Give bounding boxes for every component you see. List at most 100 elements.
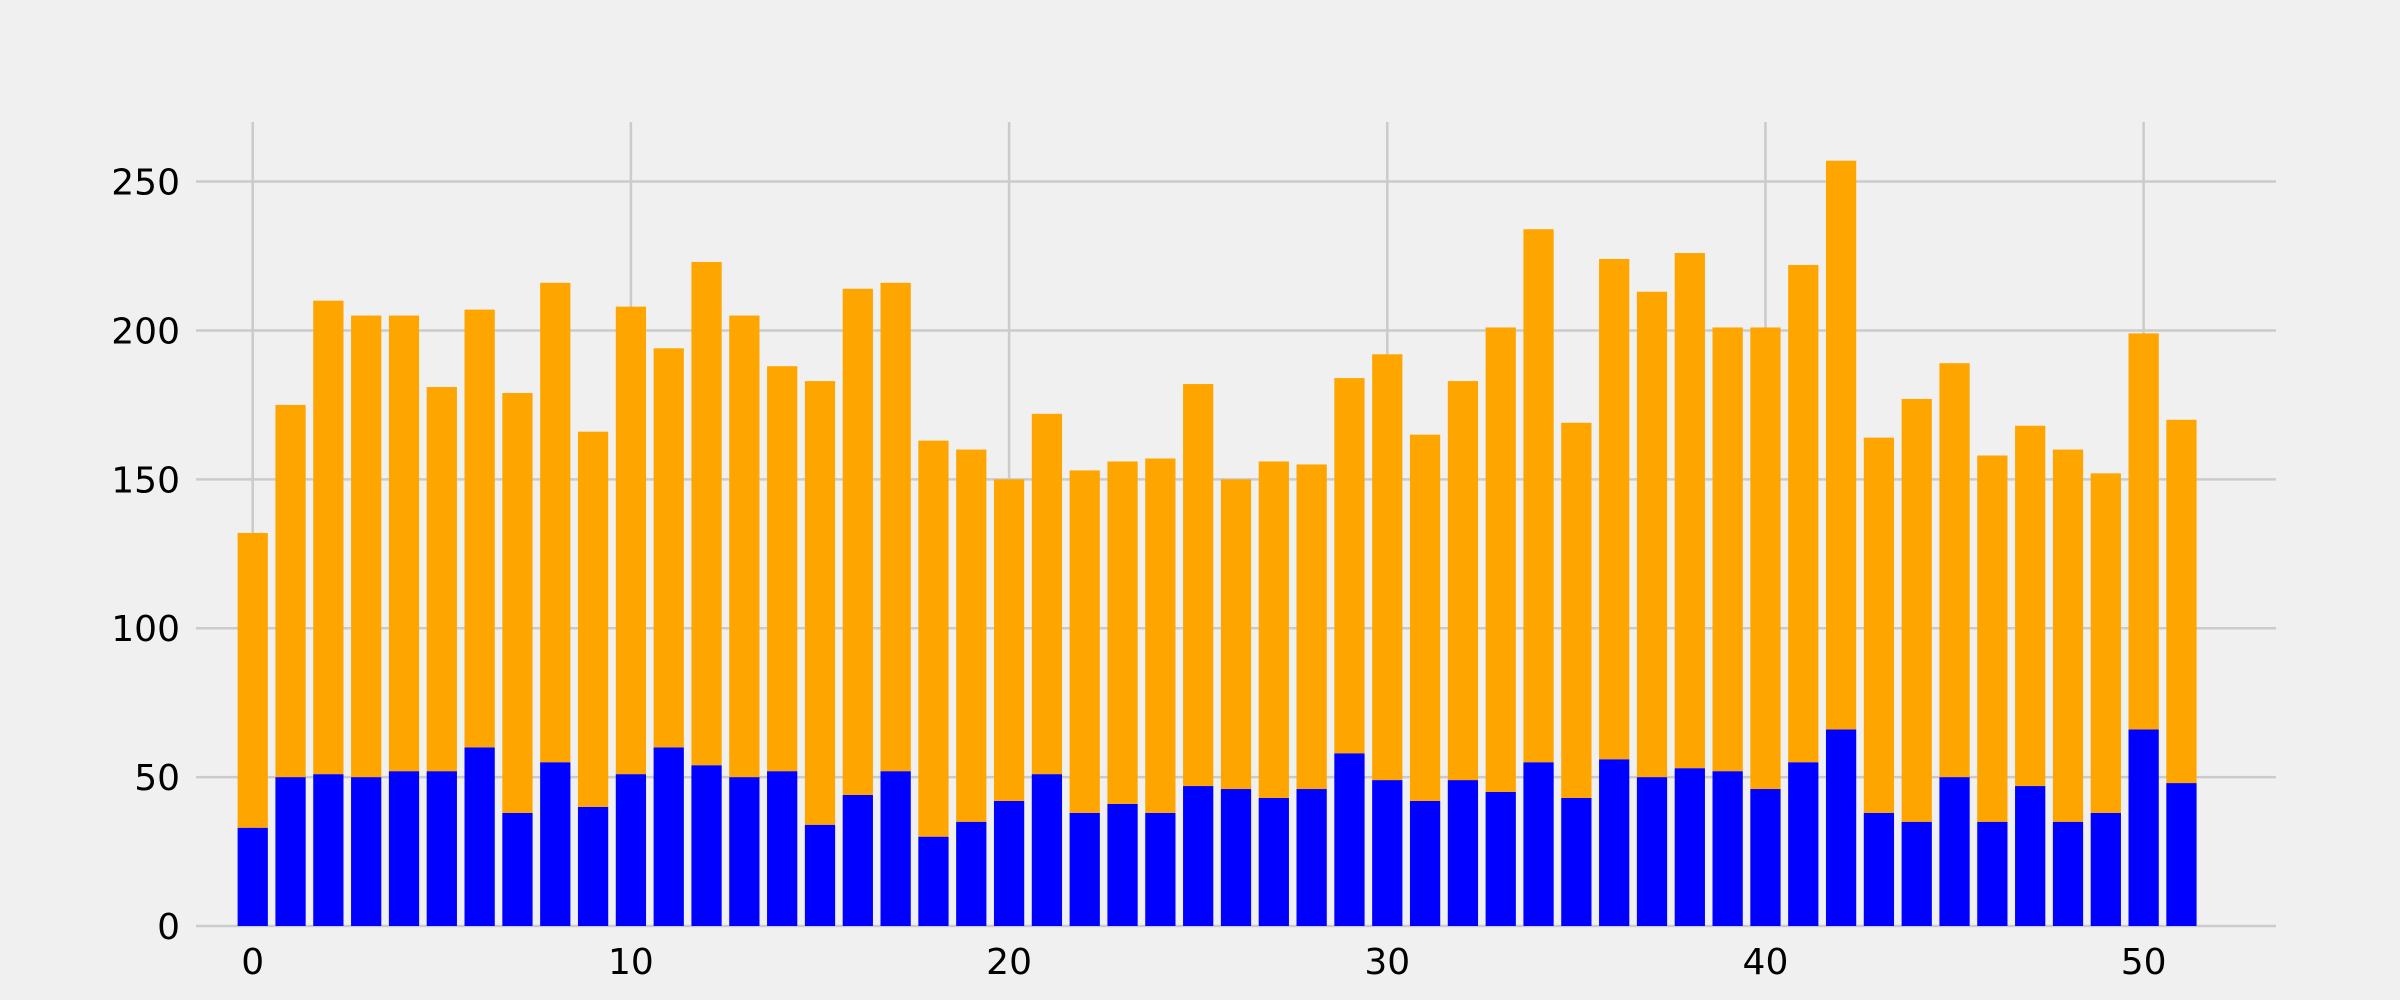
bar-bottom-segment: [577, 806, 609, 926]
bar-bottom-segment: [2015, 786, 2046, 926]
bar-bottom-segment: [2090, 812, 2121, 926]
bar-top-segment: [1636, 291, 1668, 778]
bar-top-segment: [540, 282, 571, 763]
bar-top-segment: [237, 532, 268, 828]
x-tick-label: 10: [608, 942, 654, 983]
bar-bottom-segment: [1901, 821, 1932, 926]
bar-top-segment: [842, 288, 873, 795]
bar-top-segment: [1750, 327, 1781, 790]
bar-bottom-segment: [1977, 821, 2008, 926]
bar-bottom-segment: [1372, 780, 1403, 926]
bar-bottom-segment: [1788, 762, 1819, 926]
bar-top-segment: [1523, 229, 1554, 763]
bar-bottom-segment: [2052, 821, 2084, 926]
x-tick-label: 30: [1364, 942, 1410, 983]
bar-top-segment: [313, 300, 344, 775]
bar-top-segment: [1220, 479, 1252, 790]
bar-top-segment: [615, 306, 647, 775]
bar-bottom-segment: [2128, 729, 2159, 926]
bars: [237, 160, 2197, 926]
bar-top-segment: [1107, 461, 1138, 804]
x-axis: 0 10 20 30 40 50: [241, 942, 2166, 983]
bar-bottom-segment: [313, 774, 344, 926]
bar-top-segment: [1258, 461, 1289, 798]
bar-bottom-segment: [1825, 729, 1857, 926]
bar-top-segment: [993, 479, 1025, 801]
bar-top-segment: [275, 404, 306, 778]
bar-top-segment: [956, 449, 987, 822]
bar-top-segment: [1372, 354, 1403, 781]
bar-top-segment: [804, 381, 836, 825]
bar-bottom-segment: [1334, 753, 1365, 926]
bar-top-segment: [1069, 470, 1100, 813]
bar-top-segment: [426, 387, 457, 772]
bar-top-segment: [1863, 437, 1895, 813]
bar-bottom-segment: [1599, 759, 1630, 926]
bar-bottom-segment: [540, 762, 571, 926]
bar-top-segment: [1296, 464, 1327, 790]
bar-top-segment: [1977, 455, 2008, 822]
bar-bottom-segment: [1712, 771, 1743, 926]
y-tick-label: 150: [111, 460, 180, 501]
bar-top-segment: [1939, 363, 1970, 778]
y-tick-label: 50: [134, 758, 180, 799]
bar-bottom-segment: [691, 765, 722, 926]
bar-top-segment: [388, 315, 420, 772]
bar-bottom-segment: [1750, 789, 1781, 926]
bar-top-segment: [1901, 398, 1932, 822]
bar-top-segment: [1447, 381, 1479, 781]
bar-bottom-segment: [237, 827, 268, 926]
bar-top-segment: [2052, 449, 2084, 822]
bar-top-segment: [577, 431, 609, 807]
bar-bottom-segment: [1674, 768, 1705, 926]
bar-bottom-segment: [426, 771, 457, 926]
bar-top-segment: [918, 440, 949, 837]
bar-bottom-segment: [918, 836, 949, 926]
bar-top-segment: [1599, 258, 1630, 760]
bar-bottom-segment: [1636, 777, 1668, 926]
bar-bottom-segment: [804, 824, 836, 926]
bar-bottom-segment: [388, 771, 420, 926]
bar-top-segment: [1825, 160, 1857, 730]
bar-bottom-segment: [1258, 797, 1289, 926]
bar-top-segment: [729, 315, 760, 778]
bar-top-segment: [351, 315, 382, 778]
x-tick-label: 0: [241, 942, 264, 983]
bar-bottom-segment: [1069, 812, 1100, 926]
bar-top-segment: [653, 348, 684, 748]
bar-bottom-segment: [767, 771, 798, 926]
bar-top-segment: [880, 282, 911, 772]
bar-bottom-segment: [729, 777, 760, 926]
bar-bottom-segment: [1863, 812, 1895, 926]
bar-bottom-segment: [464, 747, 495, 926]
bar-bottom-segment: [1939, 777, 1970, 926]
bar-bottom-segment: [351, 777, 382, 926]
bar-bottom-segment: [880, 771, 911, 926]
bar-bottom-segment: [1183, 786, 1214, 926]
x-tick-label: 50: [2121, 942, 2167, 983]
bar-bottom-segment: [502, 812, 533, 926]
x-tick-label: 20: [986, 942, 1032, 983]
bar-bottom-segment: [993, 800, 1025, 926]
bar-bottom-segment: [842, 794, 873, 926]
bar-bottom-segment: [2166, 783, 2197, 926]
bar-bottom-segment: [956, 821, 987, 926]
bar-top-segment: [1788, 264, 1819, 763]
y-tick-label: 200: [111, 311, 180, 352]
bar-bottom-segment: [1296, 789, 1327, 926]
bar-bottom-segment: [1523, 762, 1554, 926]
bar-bottom-segment: [275, 777, 306, 926]
bar-bottom-segment: [1485, 792, 1516, 926]
bar-top-segment: [2015, 425, 2046, 787]
bar-top-segment: [464, 309, 495, 748]
bar-bottom-segment: [653, 747, 684, 926]
bar-top-segment: [691, 261, 722, 766]
y-tick-label: 250: [111, 163, 180, 204]
bar-top-segment: [1712, 327, 1743, 772]
bar-top-segment: [1409, 434, 1441, 801]
y-axis: 0 50 100 150 200 250: [111, 163, 180, 948]
bar-top-segment: [1334, 378, 1365, 754]
y-tick-label: 100: [111, 609, 180, 650]
